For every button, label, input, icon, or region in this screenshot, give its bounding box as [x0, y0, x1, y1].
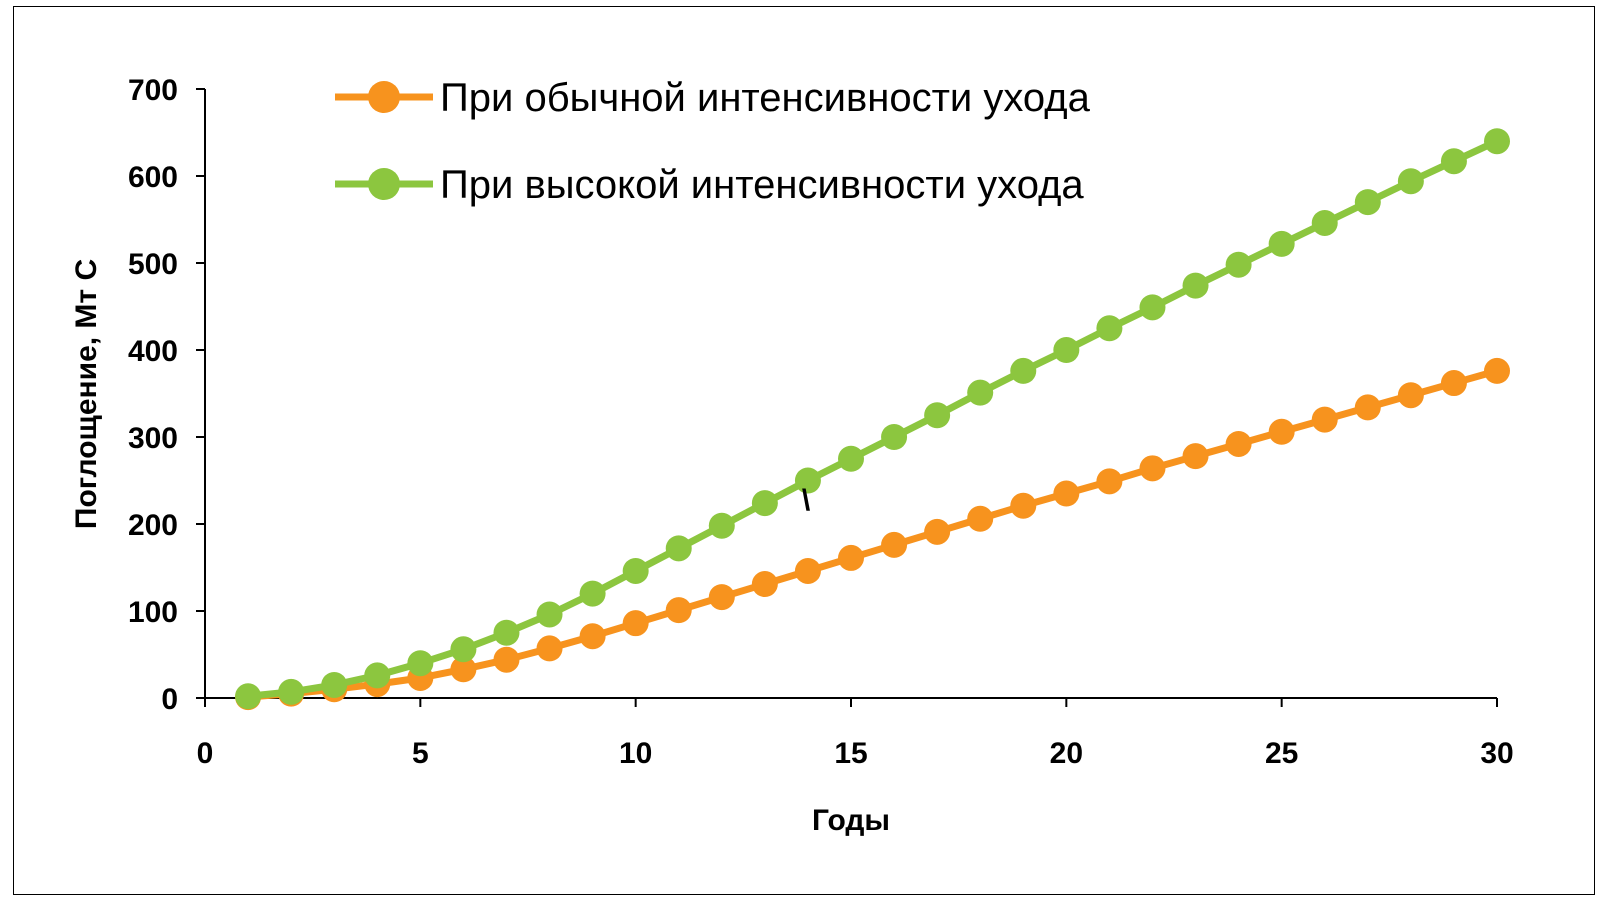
data-point [1053, 480, 1080, 507]
data-point [665, 597, 692, 624]
data-point [579, 580, 606, 607]
data-point [1311, 406, 1338, 433]
data-point [838, 445, 864, 472]
legend: При обычной интенсивности ухода При высок… [335, 76, 1091, 207]
data-point [536, 635, 563, 662]
x-tick-label: 5 [412, 737, 429, 770]
data-point [536, 601, 563, 628]
data-point [1225, 251, 1252, 278]
series-line [247, 138, 1499, 700]
data-point [794, 557, 821, 584]
data-point [1397, 168, 1424, 195]
x-tick-label: 10 [619, 737, 652, 770]
y-tick-label: 500 [128, 248, 178, 281]
legend-marker [368, 81, 400, 113]
data-point [924, 402, 951, 429]
data-point [1484, 128, 1510, 155]
data-point [967, 379, 994, 406]
x-tick-label: 0 [197, 737, 214, 770]
data-point [1010, 492, 1037, 519]
y-tick-label: 700 [128, 74, 178, 107]
data-point [493, 619, 520, 646]
data-point [235, 683, 262, 710]
legend-marker [368, 168, 400, 200]
series-1 [235, 357, 1510, 711]
data-point [1268, 230, 1295, 257]
data-point [924, 518, 951, 545]
data-point [1397, 382, 1424, 409]
data-point [838, 544, 864, 571]
data-point [407, 650, 434, 677]
data-point [794, 467, 821, 494]
data-point [1096, 315, 1123, 342]
data-point [450, 636, 477, 663]
data-point [1182, 443, 1209, 470]
annotation-mark: \ [802, 484, 811, 517]
data-point [1010, 357, 1037, 384]
data-point [450, 656, 477, 683]
chart-frame [13, 6, 1595, 895]
data-point [1139, 455, 1166, 482]
data-point [1311, 209, 1338, 236]
series-2 [235, 128, 1510, 710]
data-point [751, 571, 778, 598]
data-point [493, 646, 520, 673]
data-point [881, 424, 908, 450]
y-tick-label: 0 [161, 683, 178, 716]
legend-label: При обычной интенсивности ухода [440, 76, 1091, 120]
data-point [1440, 148, 1467, 175]
series-layer [235, 128, 1510, 711]
data-point [1484, 357, 1510, 384]
data-point [321, 671, 348, 698]
legend-item-1: При обычной интенсивности ухода [335, 76, 1091, 120]
data-point [665, 535, 692, 562]
y-axis-title: Поглощение, Мт С [70, 259, 103, 529]
data-point [1440, 370, 1467, 397]
data-point [278, 678, 305, 705]
x-axis-title: Годы [812, 804, 890, 837]
y-tick-label: 600 [128, 161, 178, 194]
data-point [1225, 430, 1252, 457]
data-point [1182, 272, 1209, 299]
x-tick-label: 15 [834, 737, 867, 770]
ticks: 0 100 200 300 400 500 600 700 0 5 10 15 20 25 30 [128, 74, 1514, 770]
data-point [622, 557, 649, 584]
data-point [708, 584, 735, 611]
y-tick-label: 200 [128, 509, 178, 542]
data-point [881, 531, 908, 558]
x-tick-label: 20 [1050, 737, 1083, 770]
legend-item-2: При высокой интенсивности ухода [335, 163, 1084, 207]
data-point [1354, 394, 1381, 421]
data-point [1268, 418, 1295, 445]
x-tick-label: 30 [1480, 737, 1513, 770]
data-point [1053, 337, 1080, 363]
legend-label: При высокой интенсивности ухода [440, 163, 1084, 207]
data-point [751, 490, 778, 517]
y-tick-label: 400 [128, 335, 178, 368]
y-tick-label: 300 [128, 422, 178, 455]
data-point [967, 505, 994, 532]
data-point [1354, 189, 1381, 216]
x-tick-label: 25 [1265, 737, 1298, 770]
data-point [1139, 294, 1166, 321]
data-point [579, 623, 606, 650]
data-point [622, 610, 649, 637]
data-point [1096, 468, 1123, 495]
series-line [247, 367, 1498, 701]
data-point [708, 512, 735, 539]
y-tick-label: 100 [128, 596, 178, 629]
data-point [364, 662, 391, 689]
